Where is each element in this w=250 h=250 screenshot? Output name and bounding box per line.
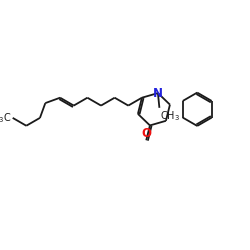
Text: CH$_3$: CH$_3$ xyxy=(160,109,180,122)
Text: O: O xyxy=(141,127,151,140)
Text: H$_3$C: H$_3$C xyxy=(0,111,12,125)
Text: N: N xyxy=(153,86,163,100)
